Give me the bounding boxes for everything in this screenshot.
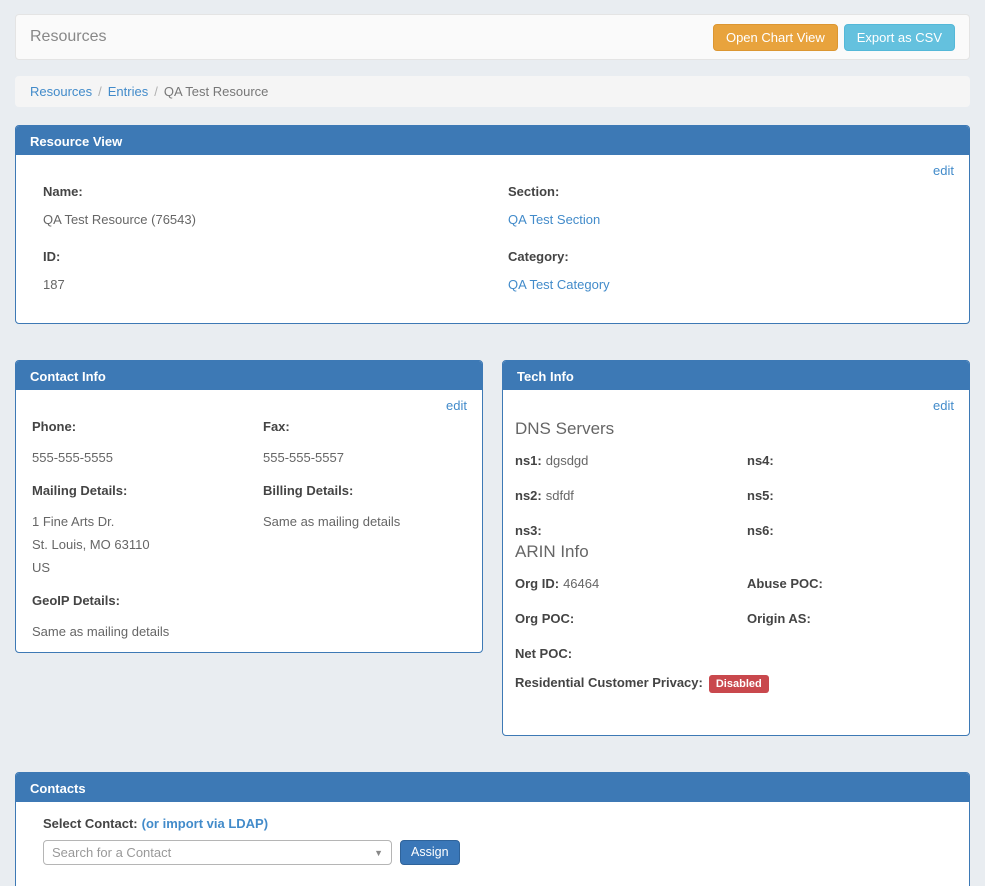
tech-info-panel-title: Tech Info	[503, 361, 969, 390]
field-label: ns3:	[515, 523, 542, 538]
field-label: Name:	[43, 184, 508, 199]
dns-entry-ns5: ns5:	[747, 488, 954, 503]
field-value: St. Louis, MO 63110	[32, 533, 263, 556]
contact-select-placeholder: Search for a Contact	[52, 845, 171, 860]
page-title: Resources	[30, 28, 713, 46]
field-value: QA Test Resource (76543)	[43, 212, 508, 227]
privacy-status-badge: Disabled	[709, 675, 769, 693]
page-container: Resources Open Chart View Export as CSV …	[0, 0, 985, 886]
field-value: sdfdf	[546, 488, 574, 503]
field-label: Net POC:	[515, 646, 572, 661]
field-value: 187	[43, 277, 508, 292]
contact-info-panel: Contact Info edit Phone: 555-555-5555 Fa…	[15, 360, 483, 653]
field-label: Org ID:	[515, 576, 559, 591]
field-label: Section:	[508, 184, 954, 199]
breadcrumb-link-resources[interactable]: Resources	[30, 84, 92, 99]
field-label: Mailing Details:	[32, 483, 263, 498]
field-label: ns5:	[747, 488, 774, 503]
contacts-body: Select Contact: (or import via LDAP) Sear…	[16, 802, 969, 886]
field-label: Category:	[508, 249, 954, 264]
dns-entries: ns1: dgsdgd ns4: ns2: sdfdf ns5: ns3: ns6:	[515, 453, 954, 538]
info-panels-row: Contact Info edit Phone: 555-555-5555 Fa…	[15, 360, 970, 736]
breadcrumb-separator: /	[92, 84, 108, 99]
contact-select-row: Search for a Contact ▼ Assign	[43, 840, 954, 865]
field-label: Abuse POC:	[747, 576, 823, 591]
contacts-panel-title: Contacts	[16, 773, 969, 802]
arin-entry-org-poc: Org POC:	[515, 611, 747, 626]
field-label: Phone:	[32, 419, 263, 434]
breadcrumb: Resources/Entries/QA Test Resource	[15, 76, 970, 107]
contacts-panel: Contacts Select Contact: (or import via L…	[15, 772, 970, 886]
field-label: Org POC:	[515, 611, 574, 626]
arin-entries: Org ID: 46464 Abuse POC: Org POC: Origin …	[515, 576, 954, 661]
contact-select[interactable]: Search for a Contact ▼	[43, 840, 392, 865]
field-billing-details: Billing Details: Same as mailing details	[263, 483, 467, 579]
tech-info-body: edit DNS Servers ns1: dgsdgd ns4: ns2: sdf…	[503, 390, 969, 735]
arin-entry-origin-as: Origin AS:	[747, 611, 954, 626]
field-mailing-details: Mailing Details: 1 Fine Arts Dr. St. Lou…	[32, 483, 263, 579]
field-label: Residential Customer Privacy:	[515, 675, 703, 690]
field-value: Same as mailing details	[32, 620, 263, 643]
arin-entry-org-id: Org ID: 46464	[515, 576, 747, 591]
dns-entry-ns3: ns3:	[515, 523, 747, 538]
field-value: 46464	[563, 576, 599, 591]
breadcrumb-separator: /	[148, 84, 164, 99]
field-section: Section: QA Test Section	[508, 184, 954, 227]
chevron-down-icon: ▼	[374, 848, 383, 858]
field-label: ns2:	[515, 488, 542, 503]
resource-view-edit-link[interactable]: edit	[43, 163, 954, 178]
tech-info-panel: Tech Info edit DNS Servers ns1: dgsdgd ns…	[502, 360, 970, 736]
field-label: ns6:	[747, 523, 774, 538]
field-label: GeoIP Details:	[32, 593, 263, 608]
field-label: ns4:	[747, 453, 774, 468]
field-category: Category: QA Test Category	[508, 249, 954, 292]
resource-view-panel: Resource View edit Name: QA Test Resourc…	[15, 125, 970, 324]
contact-info-body: edit Phone: 555-555-5555 Fax: 555-555-55…	[16, 390, 482, 652]
tech-info-edit-link[interactable]: edit	[515, 398, 954, 413]
section-link[interactable]: QA Test Section	[508, 212, 600, 227]
export-csv-button[interactable]: Export as CSV	[844, 24, 955, 51]
field-value: Same as mailing details	[263, 510, 467, 533]
select-contact-label: Select Contact:	[43, 816, 138, 831]
dns-entry-ns2: ns2: sdfdf	[515, 488, 747, 503]
field-label: Fax:	[263, 419, 467, 434]
field-value: dgsdgd	[546, 453, 589, 468]
open-chart-view-button[interactable]: Open Chart View	[713, 24, 838, 51]
field-label: Billing Details:	[263, 483, 467, 498]
field-value: 555-555-5555	[32, 446, 263, 469]
page-header: Resources Open Chart View Export as CSV	[15, 14, 970, 60]
dns-entry-ns1: ns1: dgsdgd	[515, 453, 747, 468]
dns-servers-heading: DNS Servers	[515, 419, 954, 439]
field-fax: Fax: 555-555-5557	[263, 419, 467, 469]
field-name: Name: QA Test Resource (76543)	[43, 184, 508, 227]
arin-info-heading: ARIN Info	[515, 542, 954, 562]
field-value: US	[32, 556, 263, 579]
assign-button[interactable]: Assign	[400, 840, 460, 865]
field-geoip-details: GeoIP Details: Same as mailing details	[32, 593, 263, 643]
contact-info-panel-title: Contact Info	[16, 361, 482, 390]
field-phone: Phone: 555-555-5555	[32, 419, 263, 469]
dns-entry-ns6: ns6:	[747, 523, 954, 538]
contact-info-fields: Phone: 555-555-5555 Fax: 555-555-5557 Ma…	[32, 419, 467, 643]
field-label: ns1:	[515, 453, 542, 468]
dns-entry-ns4: ns4:	[747, 453, 954, 468]
field-value: 555-555-5557	[263, 446, 467, 469]
ldap-import-link[interactable]: (or import via LDAP)	[142, 816, 268, 831]
field-id: ID: 187	[43, 249, 508, 292]
category-link[interactable]: QA Test Category	[508, 277, 610, 292]
breadcrumb-current: QA Test Resource	[164, 84, 269, 99]
arin-entry-abuse-poc: Abuse POC:	[747, 576, 954, 591]
residential-customer-privacy-row: Residential Customer Privacy: Disabled	[515, 675, 954, 690]
resource-view-fields: Name: QA Test Resource (76543) Section: …	[43, 184, 954, 292]
field-label: Origin AS:	[747, 611, 811, 626]
arin-entry-net-poc: Net POC:	[515, 646, 747, 661]
resource-view-body: edit Name: QA Test Resource (76543) Sect…	[16, 155, 969, 323]
select-contact-label-row: Select Contact: (or import via LDAP)	[43, 816, 954, 831]
field-value: 1 Fine Arts Dr.	[32, 510, 263, 533]
resource-view-panel-title: Resource View	[16, 126, 969, 155]
field-label: ID:	[43, 249, 508, 264]
contact-info-edit-link[interactable]: edit	[32, 398, 467, 413]
breadcrumb-link-entries[interactable]: Entries	[108, 84, 148, 99]
